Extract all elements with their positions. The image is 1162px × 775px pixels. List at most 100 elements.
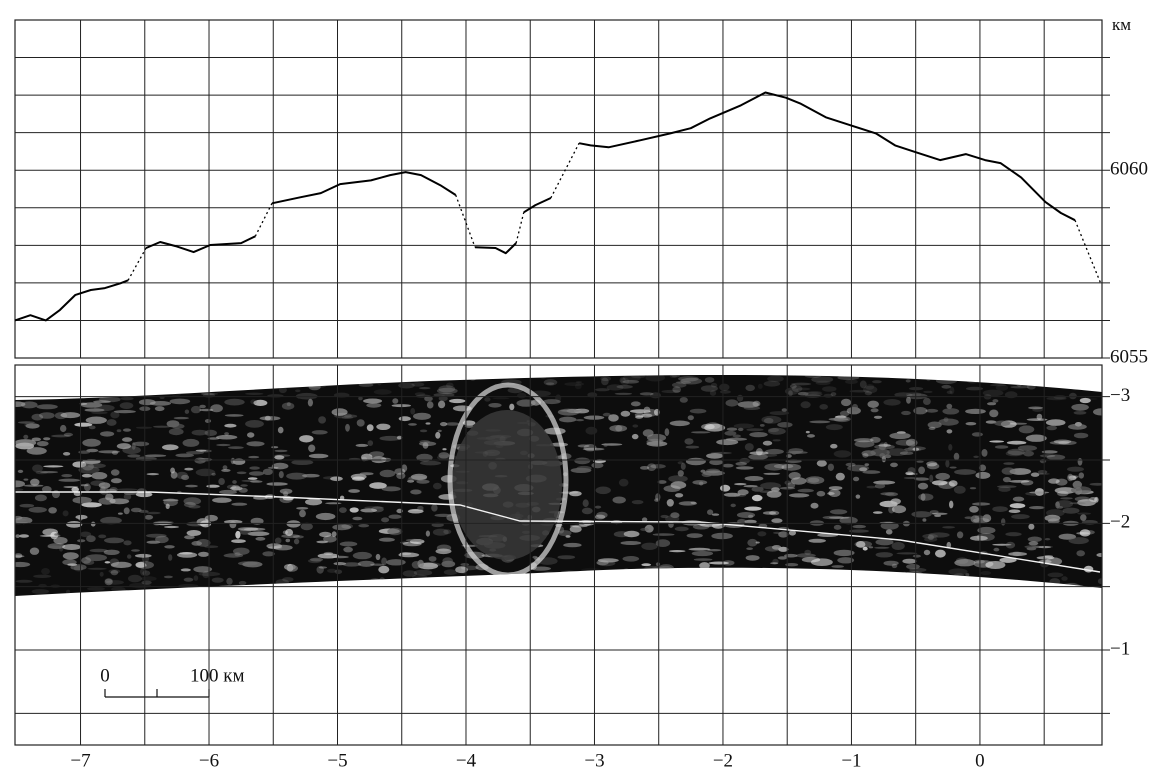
radar-texture (796, 388, 810, 391)
radar-texture (460, 378, 464, 380)
radar-texture (966, 387, 983, 391)
x-tick-label: 0 (975, 750, 985, 771)
radar-texture (295, 389, 300, 392)
radar-texture (235, 531, 240, 539)
radar-texture (228, 446, 244, 449)
radar-texture (1069, 393, 1077, 399)
radar-texture (100, 431, 114, 436)
radar-texture (239, 581, 247, 585)
radar-texture (763, 473, 780, 475)
radar-texture (1003, 477, 1011, 482)
radar-texture (905, 571, 924, 577)
radar-texture (676, 579, 698, 585)
radar-texture (745, 385, 755, 391)
radar-texture (644, 407, 650, 413)
radar-texture (758, 384, 763, 389)
radar-texture (1005, 391, 1018, 398)
radar-texture (32, 438, 41, 442)
radar-texture (665, 428, 670, 436)
radar-texture (376, 554, 381, 560)
radar-texture (435, 432, 440, 439)
radar-texture (749, 432, 767, 437)
radar-texture (831, 565, 844, 568)
radar-texture (123, 428, 131, 431)
radar-texture (876, 552, 893, 557)
profile-line (15, 280, 128, 320)
radar-texture (299, 510, 306, 518)
radar-texture (417, 560, 424, 568)
radar-texture (987, 402, 996, 405)
radar-texture (147, 512, 161, 514)
radar-texture (378, 566, 389, 574)
radar-texture (67, 563, 77, 566)
x-tick-label: −5 (327, 750, 347, 771)
radar-texture (382, 486, 401, 491)
radar-texture (62, 544, 81, 550)
radar-texture (601, 378, 609, 386)
radar-texture (640, 528, 649, 531)
radar-texture (332, 556, 349, 559)
radar-texture (410, 490, 421, 495)
x-tick-label: −6 (199, 750, 219, 771)
radar-texture (816, 381, 831, 385)
radar-texture (199, 405, 206, 409)
radar-texture (63, 552, 79, 559)
radar-texture (1028, 537, 1042, 543)
radar-texture (1037, 556, 1055, 559)
radar-texture (488, 403, 501, 408)
radar-texture (669, 550, 686, 552)
radar-texture (771, 518, 782, 523)
radar-texture (419, 387, 431, 389)
radar-texture (325, 582, 347, 589)
radar-texture (581, 568, 602, 573)
radar-texture (366, 403, 381, 408)
radar-texture (225, 414, 244, 417)
radar-texture (1008, 552, 1027, 556)
radar-texture (324, 552, 333, 555)
radar-texture (352, 517, 362, 521)
radar-texture (332, 531, 337, 537)
radar-texture (384, 375, 395, 378)
radar-texture (280, 489, 293, 494)
radar-texture (1039, 374, 1051, 379)
radar-texture (278, 427, 284, 434)
radar-texture (24, 479, 29, 481)
radar-texture (533, 574, 550, 580)
radar-texture (168, 554, 172, 561)
radar-texture (1050, 578, 1061, 585)
radar-texture (453, 580, 461, 584)
radar-texture (918, 467, 925, 475)
profile-interpolated (1075, 220, 1101, 283)
radar-texture (574, 458, 590, 465)
radar-texture (918, 494, 933, 501)
radar-texture (286, 539, 291, 542)
radar-texture (745, 443, 754, 451)
radar-texture (359, 383, 374, 387)
radar-texture (680, 397, 688, 403)
radar-texture (254, 382, 270, 387)
radar-texture (938, 419, 958, 426)
radar-texture (1006, 542, 1015, 549)
radar-texture (965, 573, 969, 576)
radar-texture (670, 421, 690, 427)
radar-texture (279, 380, 288, 384)
radar-texture (266, 482, 287, 486)
radar-texture (675, 527, 689, 532)
radar-texture (701, 424, 715, 430)
radar-texture (569, 491, 582, 496)
radar-texture (865, 463, 870, 466)
radar-texture (149, 390, 167, 394)
radar-texture (906, 564, 920, 569)
radar-texture (982, 449, 988, 457)
radar-texture (871, 408, 879, 412)
radar-texture (632, 424, 638, 427)
radar-texture (950, 467, 957, 469)
radar-texture (1083, 530, 1095, 534)
radar-texture (801, 401, 811, 408)
radar-texture (429, 556, 437, 562)
radar-texture (245, 420, 264, 428)
radar-texture (994, 421, 1010, 427)
radar-texture (80, 396, 86, 399)
radar-texture (208, 379, 228, 385)
radar-texture (154, 379, 175, 384)
